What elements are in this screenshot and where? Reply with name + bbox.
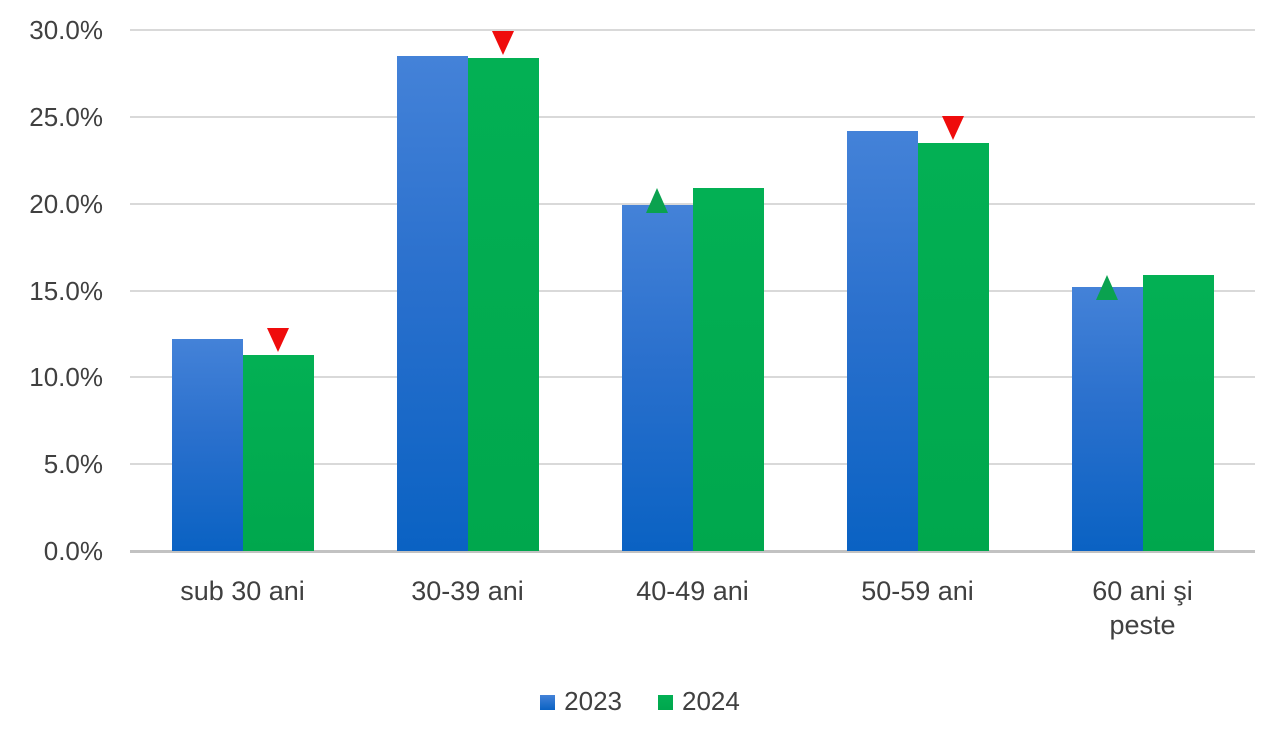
decrease-triangle-icon xyxy=(942,115,964,140)
bar-2024-60-ani-şi-peste xyxy=(1142,274,1214,551)
x-category-label: 40-49 ani xyxy=(636,576,749,606)
y-tick-label: 25.0% xyxy=(29,101,103,132)
increase-triangle-icon xyxy=(646,188,668,214)
bar-2023-sub-30-ani xyxy=(171,339,243,551)
bar-2024-30-39-ani xyxy=(467,57,539,551)
legend-swatch-icon xyxy=(658,695,673,710)
legend-item-2024: 2024 xyxy=(658,686,740,717)
legend-item-2023: 2023 xyxy=(540,686,622,717)
bar-2023-40-49-ani xyxy=(621,205,693,551)
bar-2023-30-39-ani xyxy=(396,56,468,551)
gridline xyxy=(130,29,1255,31)
y-tick-label: 0.0% xyxy=(43,536,103,566)
x-category-label: 60 ani şi peste xyxy=(1092,576,1193,640)
decrease-triangle-icon xyxy=(492,30,514,55)
legend-label: 2024 xyxy=(682,686,740,716)
bar-2024-40-49-ani xyxy=(692,188,764,551)
legend-label: 2023 xyxy=(564,686,622,716)
x-axis-line xyxy=(130,550,1255,553)
legend-swatch-icon xyxy=(540,695,556,710)
x-category-label: 50-59 ani xyxy=(861,576,974,606)
y-tick-label: 30.0% xyxy=(29,15,103,45)
y-tick-label: 10.0% xyxy=(29,362,103,393)
x-category-label: 30-39 ani xyxy=(411,576,524,606)
y-tick-label: 20.0% xyxy=(29,188,103,219)
y-tick-label: 5.0% xyxy=(43,449,103,480)
increase-triangle-icon xyxy=(1096,274,1118,300)
bar-2024-sub-30-ani xyxy=(242,354,314,551)
bar-2023-50-59-ani xyxy=(846,130,918,551)
gridline xyxy=(130,115,1255,118)
y-tick-label: 15.0% xyxy=(29,275,103,306)
bar-2023-60-ani-şi-peste xyxy=(1071,287,1143,551)
bar-2024-50-59-ani xyxy=(917,142,989,551)
x-category-label: sub 30 ani xyxy=(180,576,305,606)
legend: 2023 2024 xyxy=(0,686,1280,717)
decrease-triangle-icon xyxy=(267,327,289,352)
